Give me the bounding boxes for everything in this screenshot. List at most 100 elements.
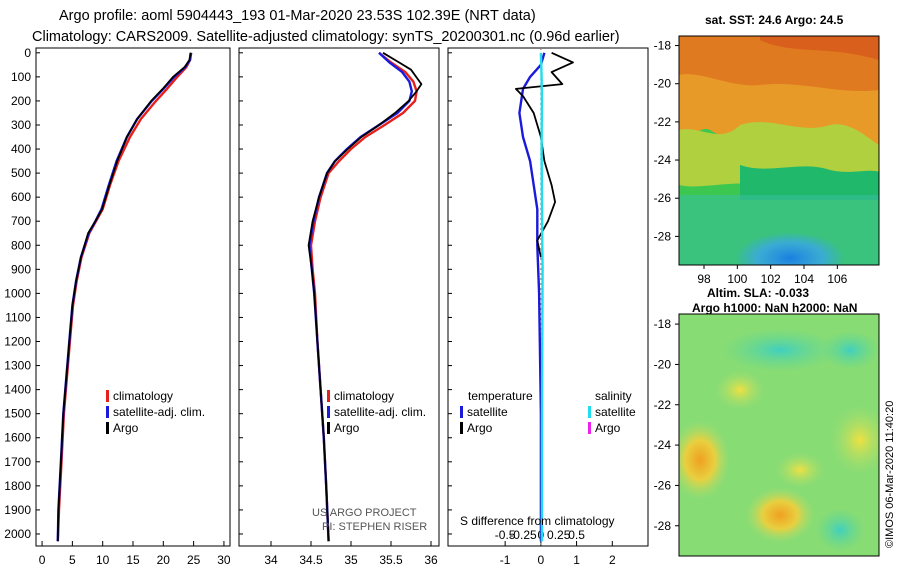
depth-tick-label: 2000	[4, 527, 31, 541]
depth-tick-label: 900	[11, 262, 31, 276]
depth-tick-label: 1000	[4, 286, 31, 300]
depth-tick-label: 0	[24, 46, 31, 60]
series-line-salinity-satellite	[539, 52, 544, 542]
temperature-diff-tick-label: 2	[609, 553, 616, 567]
legend-temperature-heading: temperature	[468, 389, 533, 403]
map-x-tick-label: 104	[794, 272, 814, 286]
depth-tick-label: 1400	[4, 383, 31, 397]
temperature-plot-frame	[35, 47, 231, 547]
series-line-temperature-satellite	[518, 52, 546, 542]
sla-low-region	[720, 328, 840, 372]
sst-cool-region	[740, 165, 879, 200]
depth-tick-label: 500	[11, 166, 31, 180]
salinity-diff-tick-label: -0.5	[495, 528, 516, 542]
legend-sal-argo-marker	[588, 422, 591, 434]
sla-map-subtitle: Argo h1000: NaN h2000: NaN	[692, 301, 857, 315]
temperature-diff-tick-label: 0	[538, 553, 545, 567]
salinity-legend: climatology satellite-adj. clim. Argo US…	[312, 389, 427, 533]
x-tick-label: 34.5	[299, 553, 323, 567]
x-tick-label: 35	[344, 553, 358, 567]
map-y-tick-label: -22	[654, 115, 672, 129]
x-tick-label: 30	[217, 553, 231, 567]
title-line-1: Argo profile: aoml 5904443_193 01-Mar-20…	[59, 8, 536, 24]
map-x-tick-label: 106	[827, 272, 847, 286]
legend-sal-satellite-marker	[588, 406, 591, 418]
series-line-argo	[307, 52, 423, 542]
temperature-diff-tick-label: -1	[500, 553, 511, 567]
sst-map-title: sat. SST: 24.6 Argo: 24.5	[705, 13, 844, 27]
map-y-tick-label: -26	[654, 478, 672, 492]
depth-tick-label: 100	[11, 70, 31, 84]
depth-tick-label: 1700	[4, 455, 31, 469]
series-line-argo	[56, 52, 192, 542]
difference-xlabel: S difference from climatology	[460, 514, 615, 528]
depth-tick-label: 1600	[4, 431, 31, 445]
legend-temp-satellite-marker	[460, 406, 463, 418]
legend-temp-argo-label: Argo	[467, 421, 493, 435]
depth-tick-label: 200	[11, 94, 31, 108]
depth-tick-label: 800	[11, 238, 31, 252]
x-tick-label: 25	[187, 553, 201, 567]
legend-satellite-label: satellite-adj. clim.	[113, 405, 205, 419]
sst-hottest-region	[760, 36, 879, 60]
depth-tick-label: 1900	[4, 503, 31, 517]
sla-map-frame	[678, 313, 880, 557]
map-y-tick-label: -20	[654, 77, 672, 91]
depth-tick-label: 300	[11, 118, 31, 132]
legend-satellite-label: satellite-adj. clim.	[334, 405, 426, 419]
legend-satellite-marker	[327, 406, 330, 418]
depth-tick-label: 1800	[4, 479, 31, 493]
sla-mid-region	[830, 405, 879, 475]
depth-tick-label: 1500	[4, 407, 31, 421]
map-y-tick-label: -24	[654, 153, 672, 167]
salinity-plot-frame	[238, 47, 440, 547]
legend-sal-argo-label: Argo	[595, 421, 621, 435]
legend-argo-label: Argo	[334, 421, 360, 435]
map-x-tick-label: 102	[761, 272, 781, 286]
x-tick-label: 34	[264, 553, 278, 567]
sla-high-region	[745, 487, 815, 543]
legend-argo-marker	[106, 422, 109, 434]
map-y-tick-label: -26	[654, 191, 672, 205]
sla-map-axes: -18 -20 -22 -24 -26 -28	[654, 317, 679, 533]
difference-plot-frame	[447, 47, 649, 547]
sst-map-axes: -18 -20 -22 -24 -26 -28 98 100 102 104 106	[654, 39, 848, 286]
legend-argo-marker	[327, 422, 330, 434]
x-tick-label: 36	[424, 553, 438, 567]
map-y-tick-label: -18	[654, 317, 672, 331]
salinity-diff-tick-label: -0.25	[509, 528, 537, 542]
sla-map-title: Altim. SLA: -0.033	[707, 286, 809, 300]
sla-low-region	[820, 330, 879, 370]
map-y-tick-label: -22	[654, 398, 672, 412]
title-line-2: Climatology: CARS2009. Satellite-adjuste…	[32, 29, 620, 45]
legend-climatology-label: climatology	[334, 389, 394, 403]
difference-legend: temperature satellite Argo salinity sate…	[460, 389, 636, 528]
x-tick-label: 15	[126, 553, 140, 567]
imos-stamp: ©IMOS 06-Mar-2020 11:40:20	[884, 401, 896, 548]
legend-climatology-marker	[327, 390, 330, 402]
depth-tick-label: 1300	[4, 359, 31, 373]
pi-credit: PI: STEPHEN RISER	[322, 521, 427, 533]
depth-tick-label: 400	[11, 142, 31, 156]
temperature-legend: climatology satellite-adj. clim. Argo	[106, 389, 205, 435]
map-y-tick-label: -28	[654, 519, 672, 533]
legend-temp-argo-marker	[460, 422, 463, 434]
depth-tick-label: 600	[11, 190, 31, 204]
project-credit: US ARGO PROJECT	[312, 507, 417, 519]
sla-heatmap	[679, 314, 879, 556]
legend-climatology-label: climatology	[113, 389, 173, 403]
depth-tick-label: 1200	[4, 335, 31, 349]
legend-argo-label: Argo	[113, 421, 139, 435]
map-y-tick-label: -18	[654, 39, 672, 53]
x-tick-label: 20	[157, 553, 171, 567]
legend-satellite-marker	[106, 406, 109, 418]
depth-tick-label: 1100	[5, 310, 31, 324]
map-y-tick-label: -28	[654, 229, 672, 243]
x-tick-label: 35.5	[379, 553, 403, 567]
sla-mid-region	[715, 370, 765, 410]
x-tick-label: 5	[69, 553, 76, 567]
map-x-tick-label: 98	[697, 272, 711, 286]
map-y-tick-label: -20	[654, 357, 672, 371]
temperature-diff-tick-label: 1	[573, 553, 580, 567]
